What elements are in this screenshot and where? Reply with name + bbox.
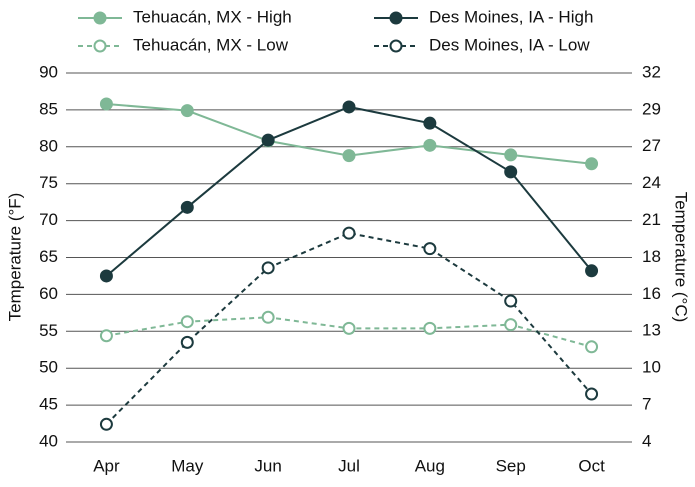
legend-label: Des Moines, IA - High [429,7,593,26]
y2-tick-label: 21 [642,210,661,229]
y-axis-label: Temperature (°F) [5,193,24,322]
y-tick-label: 85 [39,99,58,118]
legend-label: Des Moines, IA - Low [429,35,590,54]
legend-marker [389,39,403,53]
point [423,242,437,256]
legend-marker [93,39,107,53]
point [261,261,275,275]
point [99,417,113,431]
y-tick-label: 80 [39,136,58,155]
point [99,269,113,283]
point [504,294,518,308]
legend-label: Tehuacán, MX - High [133,7,292,26]
point [342,321,356,335]
point [585,264,599,278]
x-tick-label: Sep [496,456,526,475]
legend-marker [389,11,403,25]
point [585,340,599,354]
point [261,133,275,147]
y-tick-label: 40 [39,431,58,450]
x-tick-label: Apr [93,456,120,475]
y-tick-label: 60 [39,284,58,303]
y2-tick-label: 4 [642,431,651,450]
y2-tick-label: 18 [642,247,661,266]
y-tick-label: 70 [39,210,58,229]
x-tick-label: Aug [415,456,445,475]
y2-tick-label: 29 [642,99,661,118]
x-tick-label: Jun [254,456,281,475]
point [180,335,194,349]
y2-tick-label: 27 [642,136,661,155]
y2-tick-label: 7 [642,395,651,414]
y-tick-label: 50 [39,358,58,377]
point [180,104,194,118]
point [180,315,194,329]
point [423,116,437,130]
point [585,157,599,171]
y2-tick-label: 10 [642,358,661,377]
y2-tick-label: 32 [642,62,661,81]
legend-label: Tehuacán, MX - Low [133,35,289,54]
legend-marker [93,11,107,25]
point [423,321,437,335]
y2-tick-label: 16 [642,284,661,303]
point [504,148,518,162]
x-tick-label: Oct [578,456,605,475]
y2-tick-label: 13 [642,321,661,340]
point [342,100,356,114]
x-tick-label: May [171,456,204,475]
point [504,318,518,332]
series-line [105,105,593,277]
point [585,387,599,401]
y2-axis-label: Temperature (°C) [672,192,691,323]
point [504,165,518,179]
y-tick-label: 55 [39,321,58,340]
point [342,226,356,240]
y-tick-label: 45 [39,395,58,414]
point [99,97,113,111]
x-tick-label: Jul [338,456,360,475]
point [261,310,275,324]
y2-tick-label: 24 [642,173,661,192]
y-tick-label: 75 [39,173,58,192]
y-tick-label: 65 [39,247,58,266]
y-tick-label: 90 [39,62,58,81]
point [180,200,194,214]
point [423,138,437,152]
point [342,149,356,163]
point [99,329,113,343]
